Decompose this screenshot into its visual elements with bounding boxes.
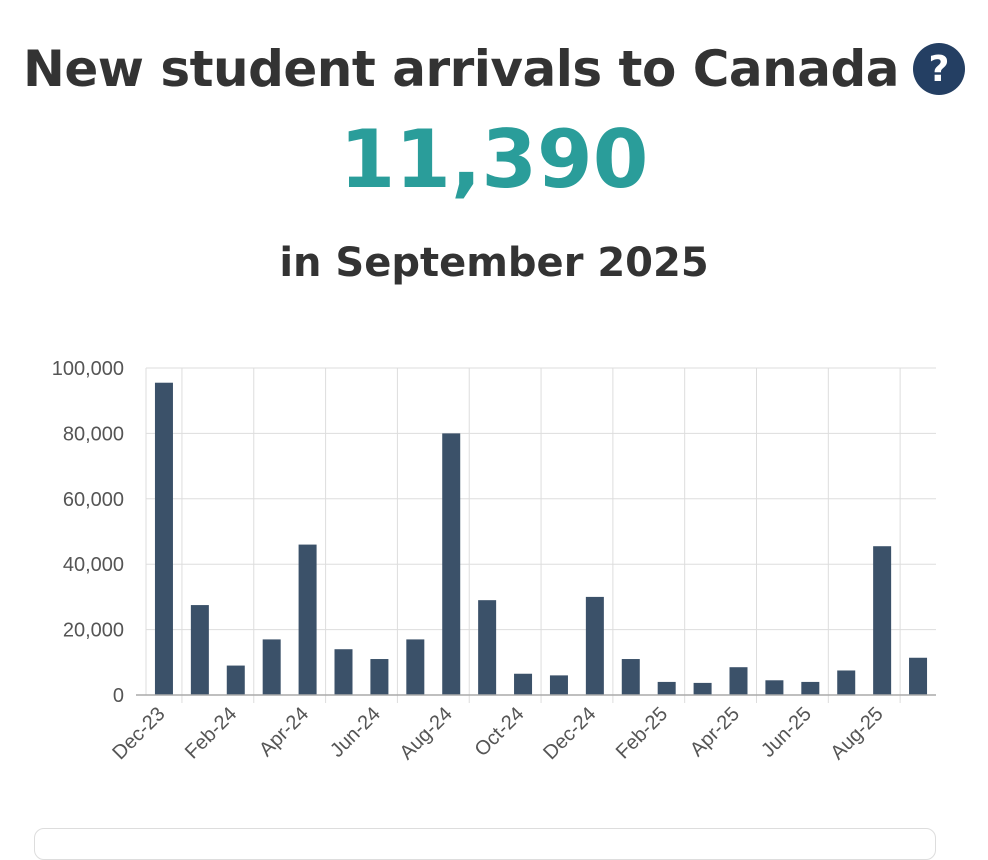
bar	[657, 681, 676, 695]
summary-header: New student arrivals to Canada ? 11,390 …	[0, 40, 988, 286]
bar	[729, 667, 748, 695]
bar	[693, 682, 712, 695]
bar	[298, 544, 317, 695]
x-tick-label: Aug-24	[396, 703, 457, 764]
y-tick-label: 100,000	[52, 358, 124, 380]
y-tick-label: 60,000	[63, 489, 124, 511]
bar	[442, 433, 461, 695]
y-tick-label: 80,000	[63, 423, 124, 445]
question-circle-icon[interactable]: ?	[913, 43, 965, 95]
y-tick-label: 40,000	[63, 554, 124, 576]
title-row: New student arrivals to Canada ?	[0, 40, 988, 98]
x-tick-label: Feb-25	[612, 703, 672, 763]
headline-period: in September 2025	[279, 240, 709, 286]
x-tick-label: Jun-25	[757, 703, 816, 762]
bar	[585, 596, 604, 695]
bar	[801, 681, 820, 695]
bottom-card	[34, 828, 936, 860]
x-tick-label: Apr-24	[255, 703, 313, 761]
bar	[765, 680, 784, 695]
bar	[154, 382, 173, 695]
bar	[549, 675, 568, 695]
x-tick-label: Dec-23	[108, 703, 169, 764]
bar	[837, 670, 856, 695]
x-tick-label: Feb-24	[181, 703, 241, 763]
bar	[514, 673, 533, 695]
bar	[334, 649, 353, 695]
y-tick-label: 0	[113, 685, 124, 707]
x-tick-label: Jun-24	[326, 703, 385, 762]
x-tick-label: Dec-24	[539, 703, 600, 764]
bar	[262, 639, 281, 695]
bar	[190, 605, 209, 695]
bar	[909, 657, 928, 695]
headline-value: 11,390	[339, 113, 649, 206]
chart-title: New student arrivals to Canada	[22, 40, 900, 98]
bar	[621, 659, 640, 695]
bar	[478, 600, 497, 695]
y-tick-label: 20,000	[63, 620, 124, 642]
x-tick-label: Apr-25	[686, 703, 744, 761]
bar	[226, 665, 245, 695]
bar	[370, 659, 389, 695]
x-tick-label: Oct-24	[471, 703, 529, 761]
bar	[873, 546, 892, 695]
bar	[406, 639, 425, 695]
x-tick-label: Aug-25	[827, 703, 888, 764]
